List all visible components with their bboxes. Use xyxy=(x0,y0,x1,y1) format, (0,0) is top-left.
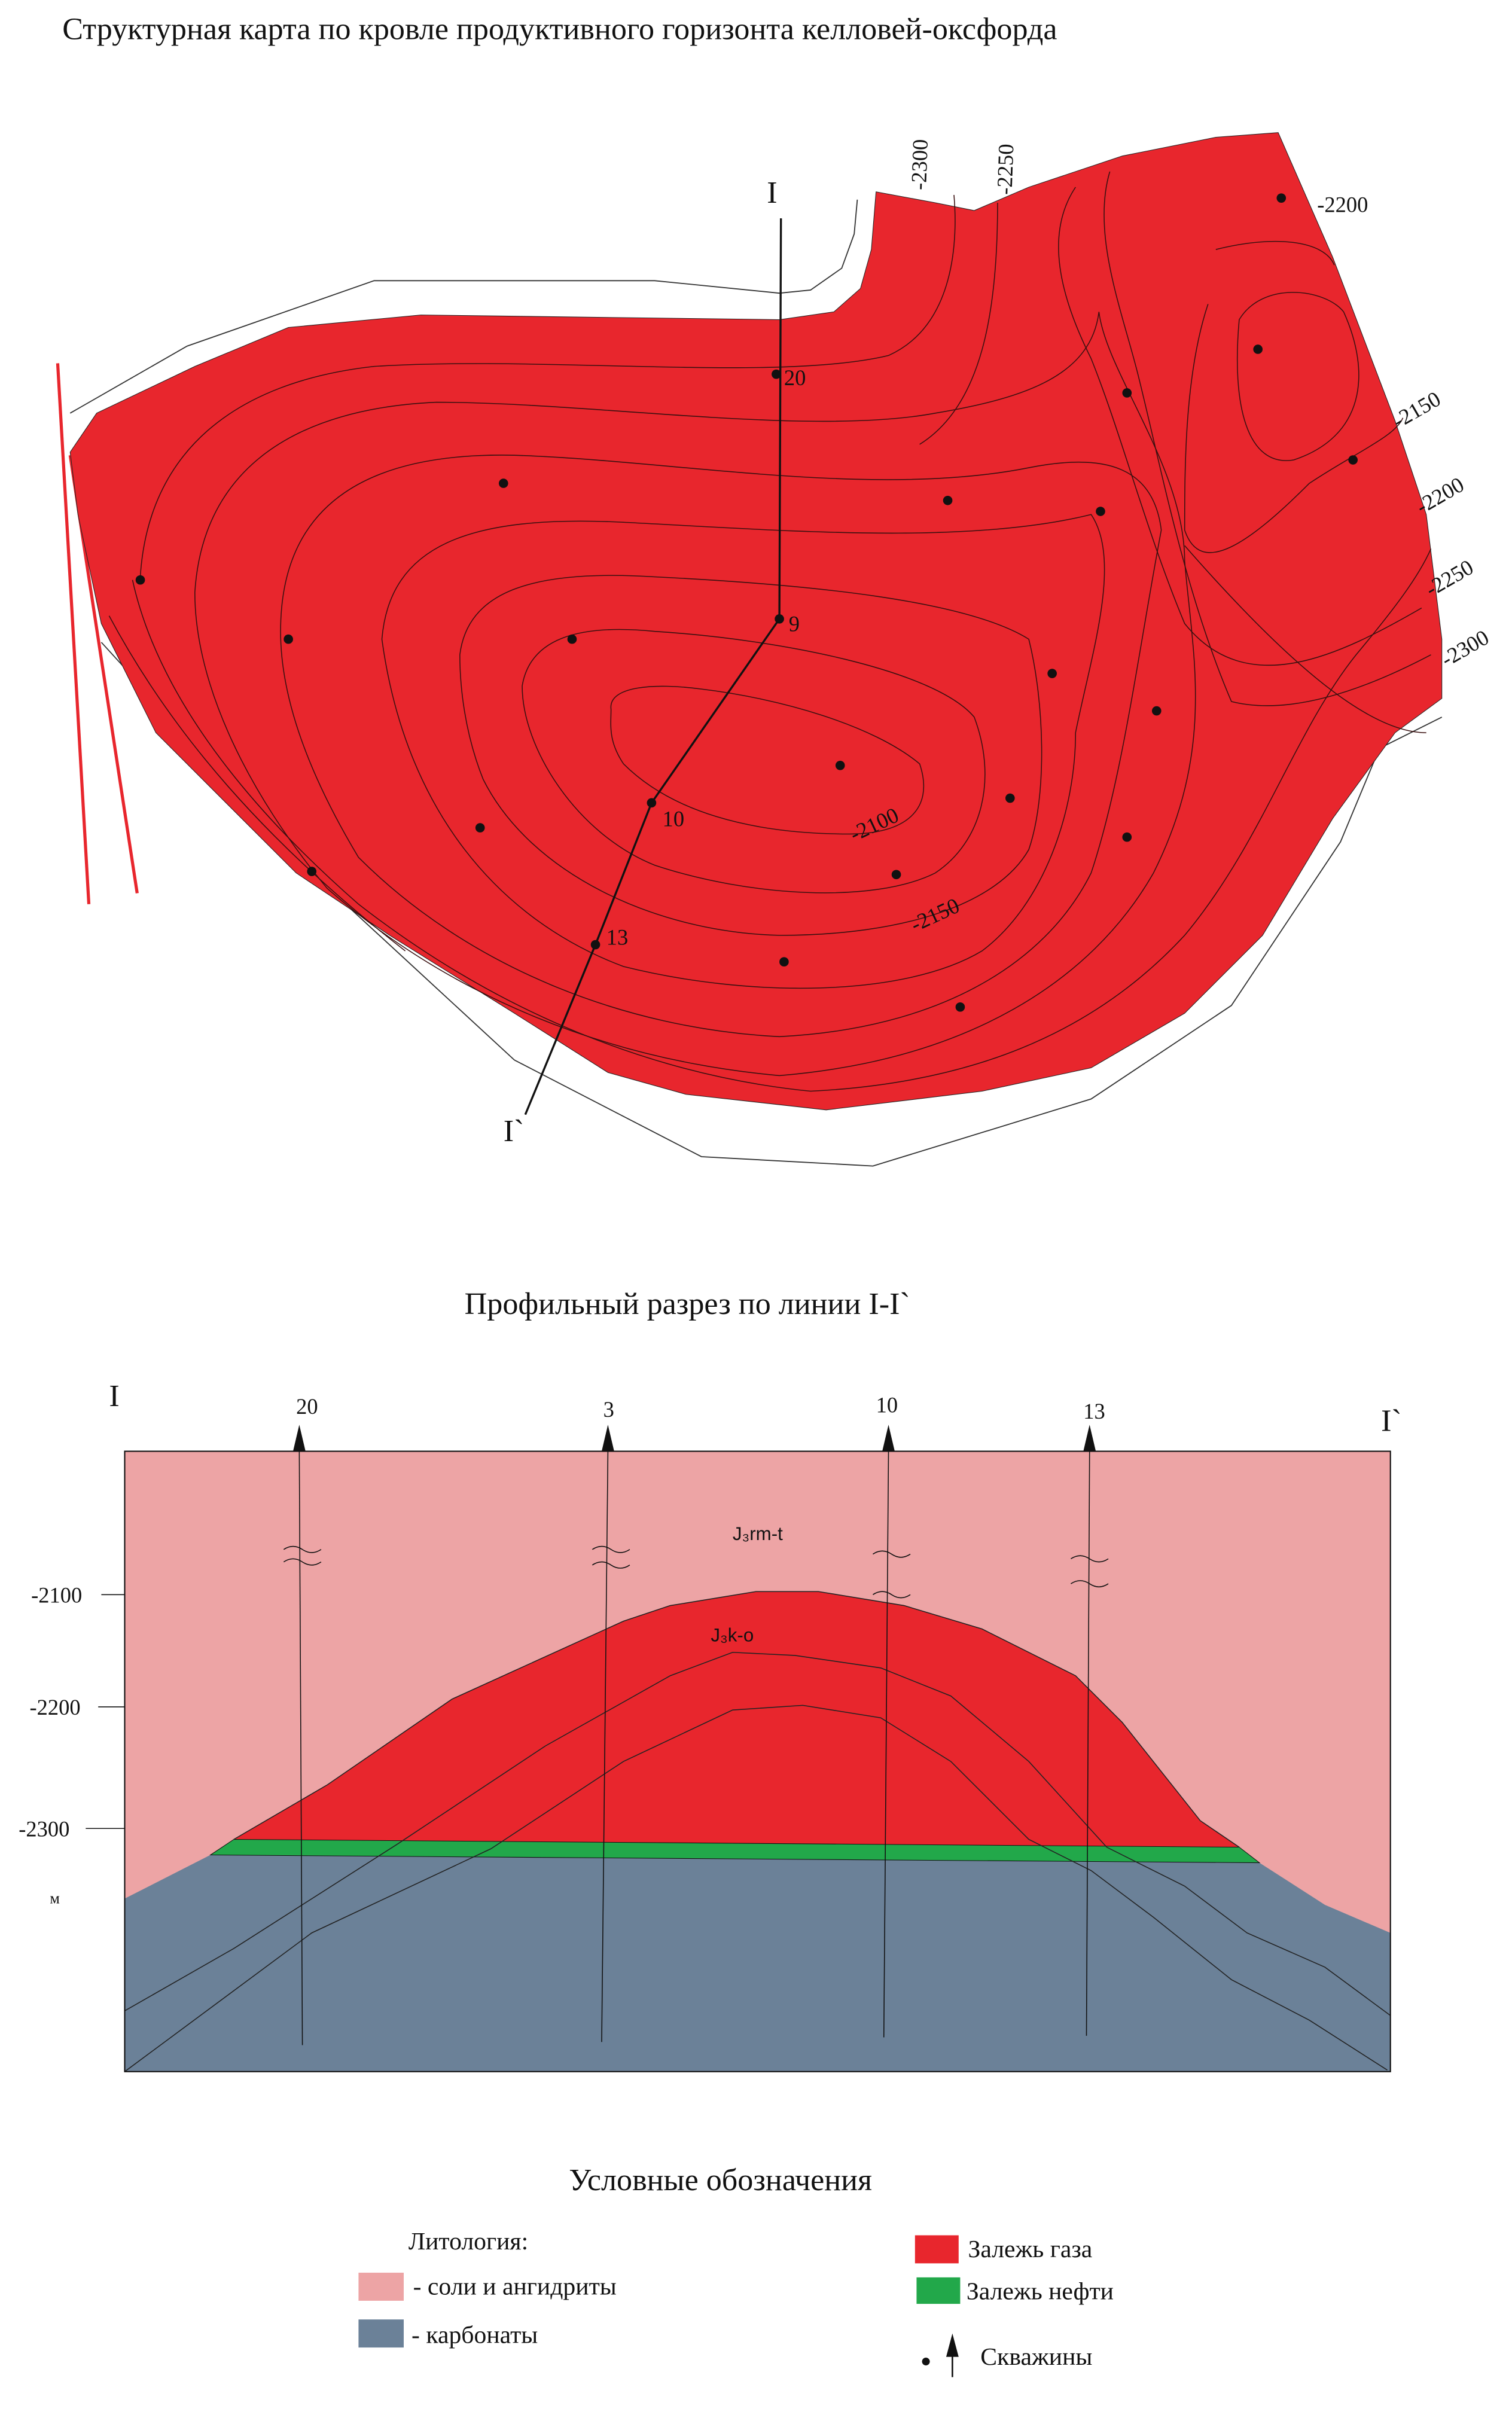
well-dot[interactable] xyxy=(498,478,508,488)
well-dot[interactable] xyxy=(1122,388,1132,398)
legend: Условные обозначения Литология: - соли и… xyxy=(358,2163,1114,2377)
well-dot[interactable] xyxy=(475,823,485,833)
legend-swatch-carbonate xyxy=(358,2319,404,2348)
contour-label: -2200 xyxy=(1412,472,1468,519)
cross-section: I I` 20 xyxy=(19,1379,1402,2072)
well-dot[interactable] xyxy=(1276,193,1287,203)
contour-label: -2250 xyxy=(992,144,1018,195)
well-dot[interactable] xyxy=(891,870,901,880)
well-arrows xyxy=(292,1425,1096,1452)
contour-label: -2200 xyxy=(1317,193,1368,217)
legend-swatch-oil xyxy=(916,2277,961,2304)
profile-start-label: I xyxy=(767,176,777,210)
outer-boundary-lower xyxy=(100,642,1443,1167)
section-well-label: 10 xyxy=(876,1392,898,1417)
section-well-label: 3 xyxy=(603,1397,614,1422)
legend-well-arrow-icon xyxy=(946,2333,959,2357)
well-dot[interactable] xyxy=(1047,669,1057,678)
well-dot[interactable] xyxy=(135,575,145,585)
fault-line xyxy=(56,363,91,904)
well-dot[interactable] xyxy=(835,761,845,770)
depth-unit: м xyxy=(50,1889,59,1907)
well-dot-9[interactable] xyxy=(775,614,784,624)
well-dot[interactable] xyxy=(955,1002,965,1012)
section-start-label: I xyxy=(109,1379,119,1413)
contour-label: -2300 xyxy=(906,139,932,190)
well-break-marks xyxy=(283,1545,1109,1599)
legend-swatch-salt xyxy=(358,2273,404,2301)
well-dot[interactable] xyxy=(284,634,293,644)
depth-label: -2100 xyxy=(31,1583,82,1607)
well-dot[interactable] xyxy=(1253,344,1263,354)
section-horizons xyxy=(124,1591,1391,2072)
outer-boundary-upper xyxy=(69,199,858,414)
well-dot[interactable] xyxy=(1005,793,1015,803)
fault-line xyxy=(0,424,31,452)
well-label: 9 xyxy=(789,612,800,636)
legend-carbonate-label: - карбонаты xyxy=(411,2321,538,2349)
section-title: Профильный разрез по линии I-I` xyxy=(465,1287,910,1321)
well-dot[interactable] xyxy=(943,495,953,505)
well-label: 10 xyxy=(663,806,684,831)
section-well-label: 13 xyxy=(1083,1399,1105,1423)
well-dot[interactable] xyxy=(1151,706,1162,716)
structural-map: I I` 20 9 xyxy=(0,132,1493,1167)
legend-swatch-gas xyxy=(914,2235,959,2264)
carbonate-layer xyxy=(124,1855,1391,2072)
section-well-label: 20 xyxy=(296,1394,318,1419)
wells xyxy=(135,193,1358,1012)
depth-ticks xyxy=(86,1594,125,1830)
legend-title: Условные обозначения xyxy=(569,2163,872,2197)
map-title: Структурная карта по кровле продуктивног… xyxy=(62,12,1057,46)
section-wells xyxy=(298,1451,1090,2045)
legend-wells-label: Скважины xyxy=(980,2343,1092,2371)
legend-lithology-title: Литология: xyxy=(409,2228,528,2255)
well-dot[interactable] xyxy=(1096,507,1105,516)
profile-end-label: I` xyxy=(504,1114,525,1148)
well-dot[interactable] xyxy=(1122,832,1132,842)
legend-well-dot-icon xyxy=(922,2358,930,2366)
formation-label-lower: J₃k-o xyxy=(711,1625,754,1646)
well-dot[interactable] xyxy=(567,634,577,644)
well-dot[interactable] xyxy=(1348,455,1358,465)
gas-deposit xyxy=(233,1591,1239,1847)
well-arrow-icon xyxy=(601,1425,614,1452)
well-arrow-icon xyxy=(1083,1425,1096,1452)
well-label: 20 xyxy=(784,365,806,390)
depth-label: -2300 xyxy=(19,1816,69,1841)
well-dot[interactable] xyxy=(307,867,317,876)
well-label: 13 xyxy=(606,925,628,950)
well-dot[interactable] xyxy=(779,957,789,967)
well-dot-20[interactable] xyxy=(772,369,781,379)
contour-label: -2150 xyxy=(1388,386,1444,433)
contour-label: -2300 xyxy=(1437,625,1493,672)
section-end-label: I` xyxy=(1381,1404,1402,1438)
contour-lines xyxy=(108,171,1432,1092)
well-arrow-icon xyxy=(292,1425,306,1452)
legend-gas-label: Залежь газа xyxy=(968,2236,1092,2263)
well-dot-13[interactable] xyxy=(590,940,600,950)
gas-deposit-area xyxy=(69,132,1443,1111)
depth-label: -2200 xyxy=(30,1695,81,1719)
formation-label-upper: J₃rm-t xyxy=(733,1523,783,1544)
legend-salt-label: - соли и ангидриты xyxy=(413,2273,617,2300)
well-arrow-icon xyxy=(882,1425,895,1452)
well-dot-10[interactable] xyxy=(647,798,657,808)
legend-oil-label: Залежь нефти xyxy=(967,2277,1114,2305)
